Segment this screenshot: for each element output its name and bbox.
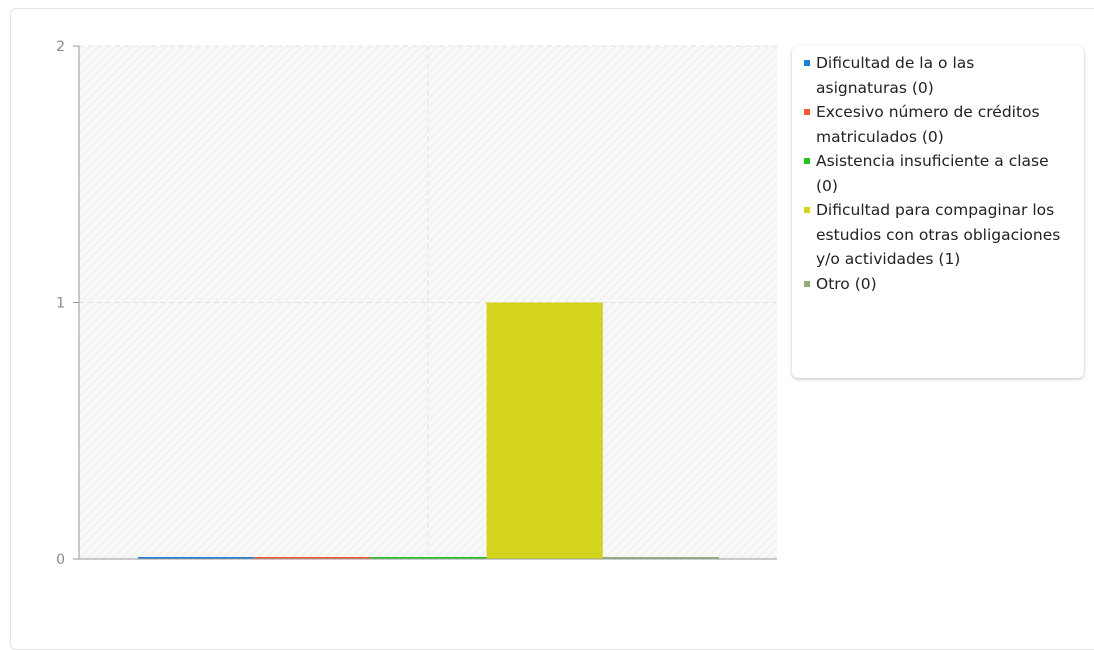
bar-0[interactable] — [138, 557, 255, 559]
legend-item-4[interactable]: Otro (0) — [804, 272, 1074, 297]
legend: Dificultad de la o las asignaturas (0) E… — [792, 46, 1084, 378]
y-ticks: 0 1 2 — [56, 39, 79, 568]
legend-swatch-1 — [804, 109, 810, 115]
legend-label-2: Asistencia insuficiente a clase (0) — [816, 152, 1049, 195]
y-tick-label-2: 2 — [56, 39, 65, 55]
bar-4[interactable] — [602, 557, 719, 559]
bars — [138, 302, 719, 560]
legend-label-3: Dificultad para compaginar los estudios … — [816, 201, 1061, 268]
grid-lines — [79, 45, 777, 559]
legend-item-2[interactable]: Asistencia insuficiente a clase (0) — [804, 149, 1074, 198]
legend-item-0[interactable]: Dificultad de la o las asignaturas (0) — [804, 51, 1074, 100]
legend-label-1: Excesivo número de créditos matriculados… — [816, 103, 1040, 146]
legend-item-1[interactable]: Excesivo número de créditos matriculados… — [804, 100, 1074, 149]
legend-item-3[interactable]: Dificultad para compaginar los estudios … — [804, 198, 1074, 272]
bar-3[interactable] — [486, 302, 603, 560]
legend-label-0: Dificultad de la o las asignaturas (0) — [816, 54, 975, 97]
legend-swatch-2 — [804, 158, 810, 164]
legend-label-4: Otro (0) — [816, 274, 877, 293]
legend-swatch-0 — [804, 60, 810, 66]
legend-swatch-4 — [804, 280, 810, 287]
bar-2[interactable] — [370, 557, 487, 559]
legend-swatch-3 — [804, 207, 810, 213]
bar-1[interactable] — [254, 557, 371, 559]
y-tick-label-1: 1 — [56, 296, 65, 312]
y-tick-label-0: 0 — [56, 552, 65, 568]
